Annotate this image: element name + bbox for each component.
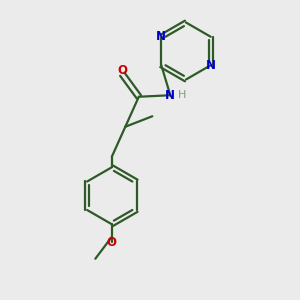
Text: H: H: [178, 90, 186, 100]
Text: N: N: [156, 30, 166, 43]
Text: O: O: [107, 236, 117, 249]
Text: N: N: [165, 89, 175, 102]
Text: O: O: [117, 64, 127, 77]
Text: N: N: [206, 59, 216, 72]
